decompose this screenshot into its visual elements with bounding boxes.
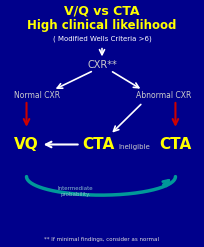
- Text: High clinical likelihood: High clinical likelihood: [27, 20, 177, 32]
- Text: Abnormal CXR: Abnormal CXR: [135, 91, 191, 100]
- Text: CTA: CTA: [82, 137, 114, 152]
- Text: ** If minimal findings, consider as normal: ** If minimal findings, consider as norm…: [44, 237, 160, 242]
- Text: VQ: VQ: [14, 137, 39, 152]
- Text: ( Modified Wells Criteria >6): ( Modified Wells Criteria >6): [53, 35, 151, 41]
- Text: Ineligible: Ineligible: [118, 144, 150, 150]
- Text: V/Q vs CTA: V/Q vs CTA: [64, 5, 140, 18]
- Text: CXR**: CXR**: [87, 61, 117, 70]
- Text: Normal CXR: Normal CXR: [14, 91, 60, 100]
- Text: CTA: CTA: [159, 137, 192, 152]
- Text: Intermediate
probability.: Intermediate probability.: [58, 186, 93, 197]
